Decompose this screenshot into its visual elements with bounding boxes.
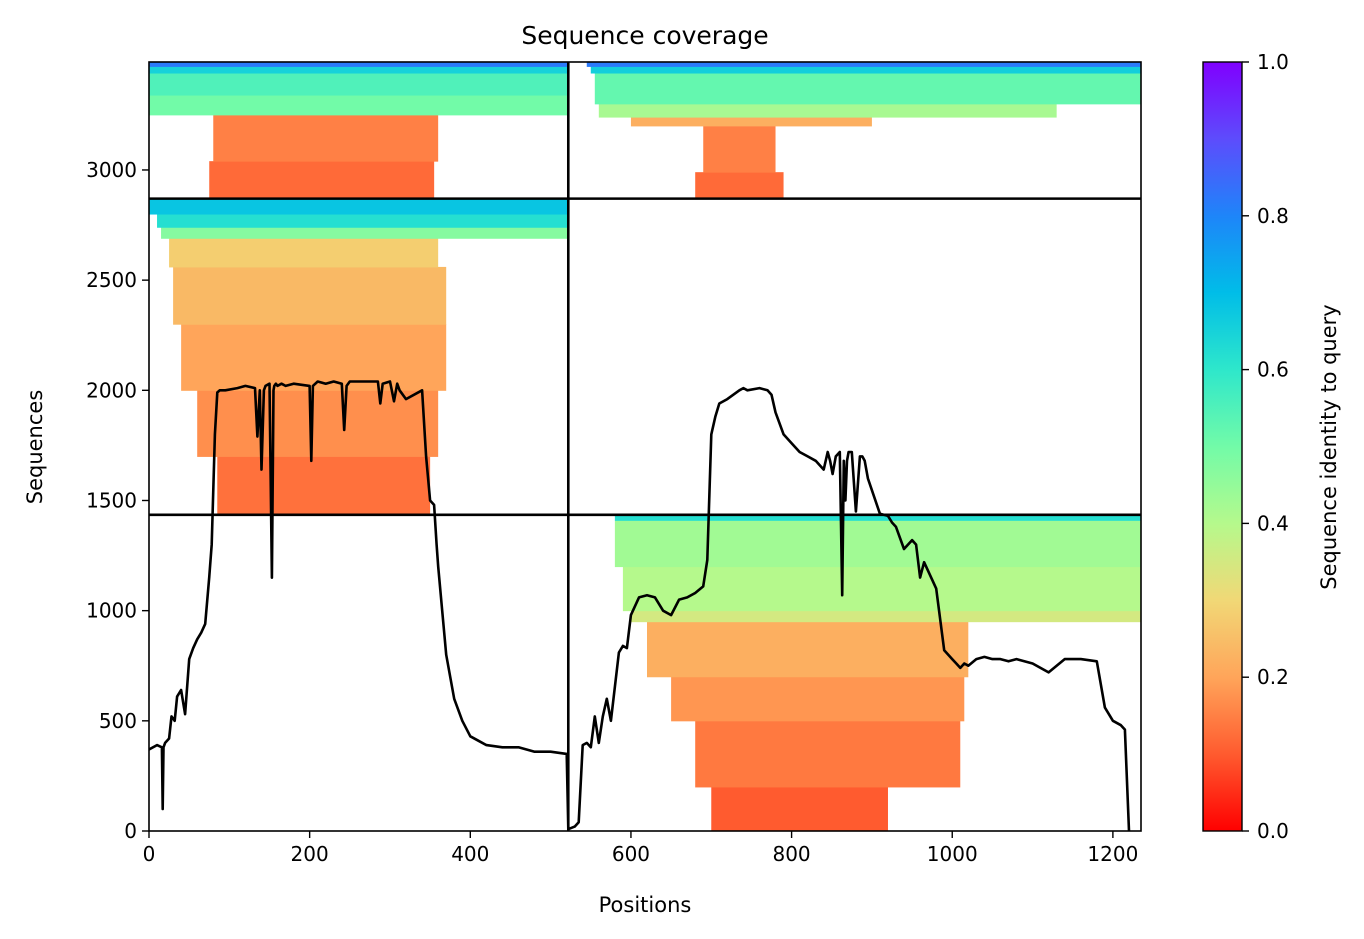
- coverage-band: [703, 125, 776, 173]
- y-axis: 0 500 1000 1500 2000 2500 3000: [86, 158, 149, 843]
- colorbar-tick-label: 0.4: [1257, 511, 1289, 535]
- colorbar-label: Sequence identity to query: [1317, 304, 1341, 589]
- coverage-band: [217, 456, 431, 516]
- x-tick-label: 400: [451, 842, 489, 866]
- coverage-band: [598, 103, 1057, 118]
- colorbar-tick-label: 0.2: [1257, 665, 1289, 689]
- x-tick-label: 1200: [1087, 842, 1138, 866]
- coverage-band: [614, 514, 1141, 521]
- coverage-band: [630, 610, 1141, 623]
- coverage-band: [161, 227, 569, 239]
- coverage-band: [695, 720, 961, 788]
- y-tick-label: 2000: [86, 378, 137, 402]
- y-tick-label: 1000: [86, 599, 137, 623]
- colorbar-tick-label: 0.8: [1257, 204, 1289, 228]
- coverage-band: [181, 324, 447, 391]
- y-tick-label: 0: [124, 819, 137, 843]
- chain-2-block-1: [614, 514, 1141, 831]
- coverage-band: [614, 520, 1141, 568]
- coverage-band: [173, 266, 447, 325]
- coverage-band: [149, 95, 569, 116]
- coverage-band: [594, 73, 1141, 105]
- coverage-band: [209, 161, 435, 200]
- coverage-band: [149, 66, 569, 74]
- coverage-band: [647, 621, 969, 678]
- chart-title: Sequence coverage: [521, 21, 768, 50]
- colorbar-tick-label: 0.0: [1257, 819, 1289, 843]
- x-axis: 0 200 400 600 800 1000 1200: [143, 831, 1138, 866]
- x-tick-label: 600: [612, 842, 650, 866]
- coverage-band: [157, 214, 569, 228]
- coverage-band: [149, 73, 569, 96]
- coverage-band: [630, 117, 872, 127]
- x-tick-label: 0: [143, 842, 156, 866]
- y-tick-label: 2500: [86, 268, 137, 292]
- y-tick-label: 1500: [86, 488, 137, 512]
- x-tick-label: 800: [772, 842, 810, 866]
- coverage-band: [149, 62, 569, 67]
- coverage-line: [149, 380, 1131, 831]
- block-dividers: [149, 62, 1141, 831]
- chain-1-block-2: [149, 198, 569, 516]
- coverage-band: [197, 390, 439, 457]
- coverage-band: [169, 238, 439, 268]
- x-axis-label: Positions: [599, 893, 692, 917]
- coverage-bands: [149, 62, 1141, 831]
- coverage-band: [586, 62, 1141, 67]
- coverage-band: [622, 566, 1141, 612]
- x-tick-label: 1000: [927, 842, 978, 866]
- coverage-band: [711, 786, 888, 831]
- y-tick-label: 3000: [86, 158, 137, 182]
- plot-frame: [148, 61, 1142, 832]
- colorbar-frame: [1202, 61, 1243, 832]
- colorbar-ticks: 0.0 0.2 0.4 0.6 0.8 1.0: [1242, 50, 1289, 843]
- plot-area: [148, 61, 1142, 832]
- coverage-band: [590, 66, 1141, 74]
- coverage-band: [671, 676, 965, 722]
- y-tick-label: 500: [99, 709, 137, 733]
- colorbar-tick-label: 1.0: [1257, 50, 1289, 74]
- colorbar: 0.0 0.2 0.4 0.6 0.8 1.0 Sequence identity to …: [1202, 50, 1341, 843]
- y-axis-label: Sequences: [23, 390, 47, 505]
- colorbar-gradient: [1203, 62, 1242, 831]
- colorbar-tick-label: 0.6: [1257, 358, 1289, 382]
- chain-1-block-3: [149, 62, 569, 200]
- coverage-band: [149, 198, 569, 215]
- coverage-band: [695, 172, 784, 200]
- x-tick-label: 200: [291, 842, 329, 866]
- coverage-band: [213, 114, 439, 162]
- chain-2-block-3: [586, 62, 1141, 200]
